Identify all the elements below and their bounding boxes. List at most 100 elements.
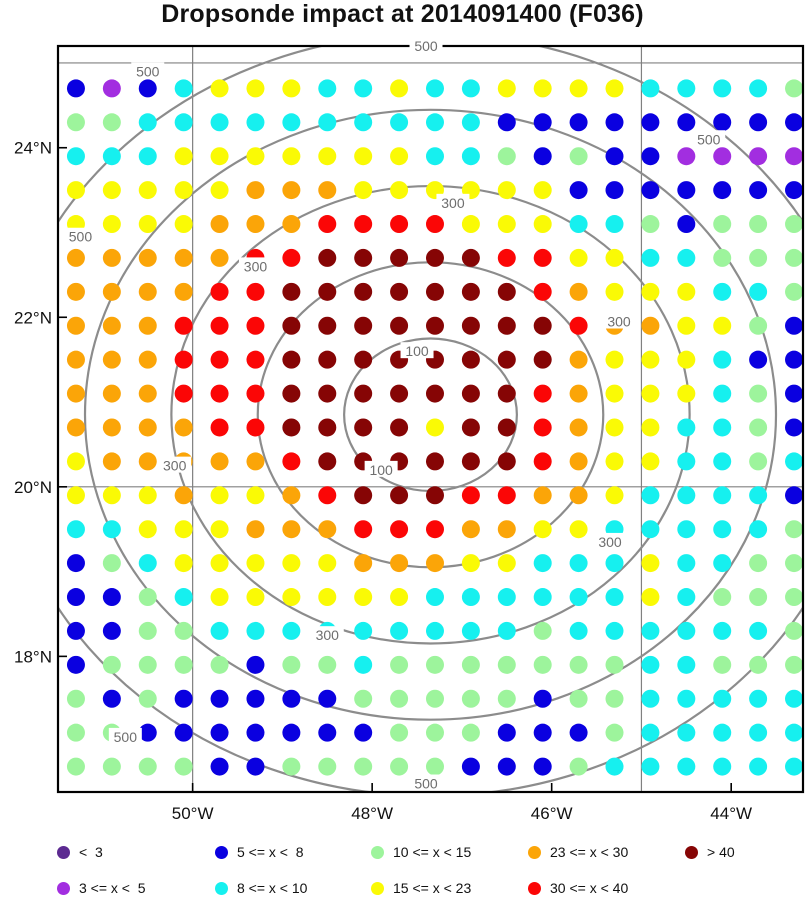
data-point [390,113,409,132]
data-point [174,384,193,403]
data-point [497,282,516,301]
data-point [533,418,552,437]
data-point [210,384,229,403]
data-point [246,316,265,335]
data-point [174,113,193,132]
data-point [749,554,768,573]
data-point [749,486,768,505]
data-point [174,350,193,369]
data-point [461,554,480,573]
data-point [425,215,444,234]
data-point [713,147,732,166]
data-point [354,215,373,234]
data-point [174,554,193,573]
data-point [569,282,588,301]
data-point [677,350,696,369]
data-point [210,181,229,200]
data-point [102,113,121,132]
data-point [282,621,301,640]
data-point [318,689,337,708]
contour-label: 300 [163,458,187,474]
data-point [713,282,732,301]
data-point [533,486,552,505]
data-point [390,79,409,98]
data-point [282,215,301,234]
data-point [749,147,768,166]
data-point [569,452,588,471]
legend-item: 30 <= x < 40 [528,878,628,898]
data-point [785,181,803,200]
data-point [318,452,337,471]
data-point [533,282,552,301]
legend-swatch [215,845,228,859]
data-point [605,588,624,607]
contour-label-bg [409,774,443,791]
data-point [497,113,516,132]
data-point [282,384,301,403]
data-point [677,147,696,166]
data-point [533,689,552,708]
data-point [713,520,732,539]
data-point [174,215,193,234]
data-point [66,79,85,98]
contour-label: 500 [414,38,438,54]
data-point [569,350,588,369]
data-point [66,181,85,200]
data-point [210,452,229,471]
data-point [677,757,696,776]
data-point [390,248,409,267]
data-point [354,282,373,301]
data-point [246,215,265,234]
data-point [569,248,588,267]
data-point [138,248,157,267]
data-point [425,113,444,132]
data-point [461,655,480,674]
data-point [246,181,265,200]
data-point [210,757,229,776]
data-point [605,621,624,640]
data-point [749,113,768,132]
data-point [425,452,444,471]
data-point [533,520,552,539]
data-point [641,248,660,267]
data-point [533,350,552,369]
data-point [390,689,409,708]
data-point [569,655,588,674]
data-point [497,588,516,607]
contour-label: 300 [441,195,465,211]
data-point [461,147,480,166]
data-point [102,689,121,708]
data-point [102,452,121,471]
data-point [390,723,409,742]
data-point [677,384,696,403]
data-point [749,520,768,539]
data-point [246,621,265,640]
data-point [533,215,552,234]
data-point [66,621,85,640]
legend-item: 8 <= x < 10 [215,878,307,898]
legend-swatch [371,845,384,859]
data-point [569,757,588,776]
data-point [785,384,803,403]
data-point [174,621,193,640]
data-point [641,655,660,674]
legend-swatch [528,881,541,895]
data-point [785,554,803,573]
x-tick-label: 44°W [710,804,752,823]
data-point [677,452,696,471]
data-point [641,621,660,640]
distance-contours [58,46,803,792]
data-point [713,350,732,369]
data-point [713,655,732,674]
data-point [66,554,85,573]
legend-swatch [371,881,384,895]
legend-item: > 40 [685,842,735,862]
contour-label: 500 [114,729,138,745]
data-point [641,113,660,132]
data-point [497,316,516,335]
data-point [497,147,516,166]
data-point [246,350,265,369]
data-point [677,723,696,742]
data-point [605,384,624,403]
data-point [425,655,444,674]
